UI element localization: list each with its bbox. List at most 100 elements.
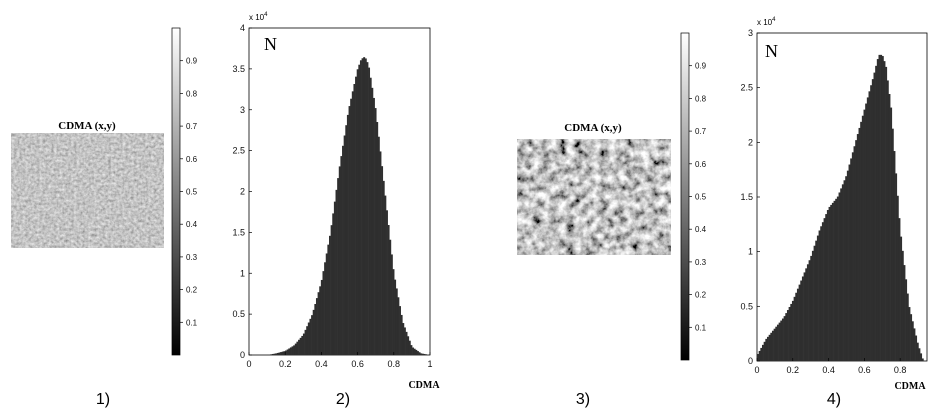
histogram-bar xyxy=(346,114,349,355)
histogram-bar xyxy=(803,272,806,361)
histogram-bar xyxy=(921,358,924,361)
histogram-bar xyxy=(379,151,382,355)
colorbar-tick-label: 0.7 xyxy=(186,122,198,131)
histogram-bar xyxy=(808,260,811,361)
histogram-bar xyxy=(775,326,778,361)
histogram-bar xyxy=(891,128,894,361)
histogram-bar xyxy=(410,345,413,355)
histogram-bar xyxy=(911,321,914,361)
histogram-bar xyxy=(821,222,824,361)
histogram-bar xyxy=(337,178,340,355)
y-axis-label: N xyxy=(765,41,778,61)
histogram-bar xyxy=(312,309,315,355)
histogram-bar xyxy=(895,173,898,361)
x-tick-label: 0 xyxy=(246,359,251,369)
exponent-label: x 104 xyxy=(757,17,776,27)
histogram-bar xyxy=(325,253,328,355)
y-tick-label: 2.5 xyxy=(740,83,753,93)
colorbar-tick-label: 0.8 xyxy=(695,94,707,103)
histogram-bar xyxy=(327,244,330,355)
histogram-bar xyxy=(289,347,292,355)
histogram-bar xyxy=(335,189,338,355)
histogram-bar xyxy=(356,69,359,355)
histogram-bar xyxy=(781,318,784,361)
histogram-bar xyxy=(918,348,921,361)
colorbar-tick-label: 0.6 xyxy=(695,160,707,169)
histogram-bar xyxy=(830,204,833,361)
histogram-bar xyxy=(371,87,374,355)
colorbar-tick-label: 0.9 xyxy=(695,62,707,71)
colorbar-tick-label: 0.5 xyxy=(695,193,707,202)
histogram-bar xyxy=(883,61,886,361)
histogram-bar xyxy=(825,214,828,361)
panel-2: 0 0.2 0.4 0.6 0.8 100.511.522.533.54 x 104 N … xyxy=(232,12,440,408)
histogram-bar xyxy=(271,353,274,355)
histogram-bar xyxy=(394,279,397,355)
histogram-bar xyxy=(298,339,300,355)
colorbar-tick-label: 0.6 xyxy=(186,155,198,164)
y-tick-label: 2 xyxy=(748,137,753,147)
histogram-bar xyxy=(898,218,901,361)
histogram-bar xyxy=(390,254,393,355)
histogram-bar xyxy=(876,59,879,362)
histogram-bar xyxy=(377,136,380,355)
histogram-bar xyxy=(329,235,331,355)
histogram-bar xyxy=(408,340,411,355)
histogram-bar xyxy=(768,334,771,361)
histogram-bar xyxy=(382,180,385,355)
histogram-bar xyxy=(823,218,826,361)
histogram-bar xyxy=(389,239,392,355)
cdma-map-image xyxy=(11,133,164,248)
exponent-label: x 104 xyxy=(249,12,268,22)
histogram-bar xyxy=(841,184,844,361)
x-axis-label: CDMA xyxy=(894,381,926,392)
y-tick-label: 3 xyxy=(748,28,753,38)
histogram-bar xyxy=(368,67,371,355)
histogram-bar xyxy=(835,198,838,361)
histogram-bar xyxy=(843,180,846,361)
histogram-bar xyxy=(845,176,848,361)
histogram-bar xyxy=(778,322,781,361)
histogram-bar xyxy=(270,354,273,355)
histogram-bars xyxy=(267,57,431,356)
histogram-bar xyxy=(846,170,849,361)
histogram-bar xyxy=(285,350,287,355)
histogram-bar xyxy=(791,300,794,361)
histogram-bar xyxy=(893,151,896,361)
panel-1: CDMA (x,y) 0.1 0.2 0.3 0.4 0.5 0.6 0.7 0.8 0.9 1… xyxy=(11,27,198,408)
histogram-bar xyxy=(881,56,884,362)
histogram-bar xyxy=(384,195,387,355)
histogram-bar xyxy=(340,156,343,355)
histogram-bar xyxy=(770,332,773,361)
histogram-bar xyxy=(319,286,322,355)
histogram-bar xyxy=(351,91,354,355)
histogram-bar xyxy=(801,276,804,361)
y-tick-label: 3.5 xyxy=(232,64,245,74)
histogram-bar xyxy=(868,91,871,361)
histogram-bar xyxy=(416,351,419,355)
histogram-bar xyxy=(397,297,400,355)
histogram-bar xyxy=(359,60,362,355)
histogram-bar xyxy=(765,338,768,361)
histogram-bar xyxy=(908,307,911,361)
histogram-bar xyxy=(306,326,309,355)
histogram-bar xyxy=(415,349,418,355)
histogram-bar xyxy=(281,351,284,355)
histogram-bar xyxy=(915,335,918,361)
histogram-bar xyxy=(293,345,296,355)
histogram-bar xyxy=(861,115,864,361)
histogram-bar xyxy=(363,57,366,356)
x-tick-label: 0.2 xyxy=(279,359,292,369)
x-tick-label: 0.4 xyxy=(822,365,835,375)
histogram-bar xyxy=(853,146,856,361)
histogram-bar xyxy=(412,347,415,355)
histogram-bar xyxy=(761,344,764,361)
histogram-bar xyxy=(788,306,791,361)
histogram-bar xyxy=(865,103,868,361)
histogram-bar xyxy=(863,109,866,361)
histogram-bar xyxy=(364,58,367,355)
axis-ticks: 0 0.2 0.4 0.6 0.8 1 0 0.5 1 1.5 2 2.5 3 3.5 4 xyxy=(232,23,432,369)
histogram-bar xyxy=(833,200,836,361)
histogram-bar xyxy=(840,188,843,361)
